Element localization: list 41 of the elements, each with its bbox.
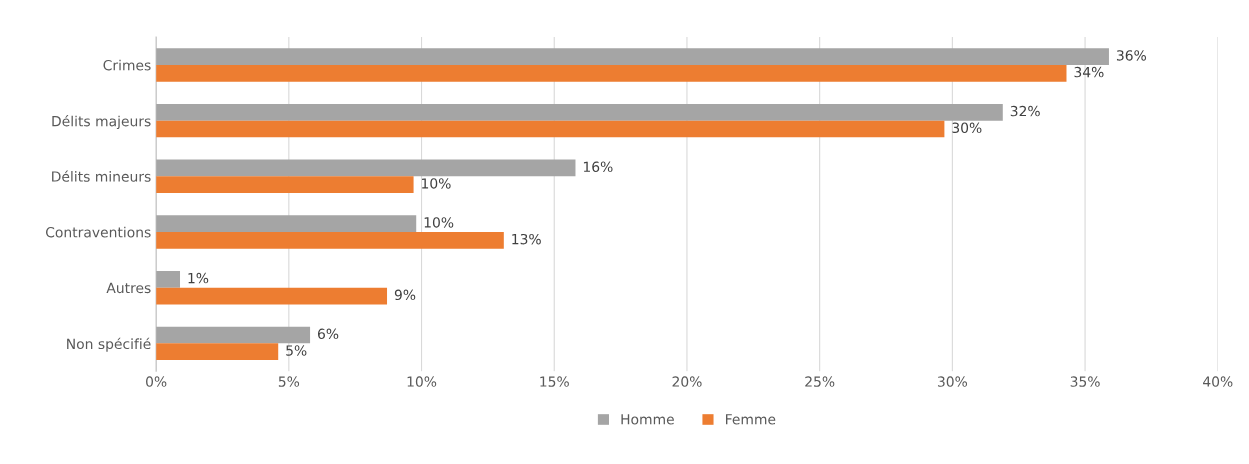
bar (156, 270, 181, 288)
data-label: 16% (583, 161, 613, 172)
data-label: 1% (188, 272, 209, 284)
x-tick-label: 25% (805, 376, 835, 387)
bar (156, 215, 417, 232)
y-tick-label: Crimes (103, 59, 151, 71)
x-tick-label: 0% (146, 376, 167, 387)
x-tick-label: 20% (672, 376, 702, 387)
bar (156, 64, 1067, 82)
bar (156, 287, 388, 305)
x-tick-label: 35% (1070, 376, 1100, 387)
y-tick-label: Délits mineurs (52, 170, 151, 182)
y-tick-label: Contraventions (45, 226, 151, 238)
legend-label: Homme (621, 414, 674, 425)
bar (156, 326, 311, 344)
bar (156, 343, 279, 361)
data-label: 6% (317, 328, 339, 340)
legend-label: Femme (726, 414, 776, 425)
bar (156, 103, 1003, 121)
data-label: 30% (952, 122, 982, 134)
data-label: 13% (512, 233, 541, 245)
data-label: 10% (422, 178, 451, 189)
x-tick-label: 10% (407, 376, 437, 387)
y-tick-label: Non spécifié (67, 337, 151, 352)
bar (156, 48, 1109, 65)
y-tick-label: Délits majeurs (52, 115, 151, 130)
x-tick-label: 15% (540, 376, 569, 387)
data-label: 36% (1116, 50, 1146, 61)
bar (156, 176, 414, 194)
y-tick-label: Autres (106, 282, 151, 294)
x-tick-label: 30% (937, 376, 968, 387)
bar (156, 120, 945, 138)
data-label: 9% (394, 289, 416, 301)
bar (156, 159, 576, 177)
data-label: 34% (1074, 66, 1104, 78)
data-label: 5% (286, 345, 307, 356)
data-label: 10% (424, 217, 454, 228)
x-tick-label: 40% (1203, 376, 1233, 387)
x-tick-label: 5% (278, 376, 300, 387)
bar (156, 232, 504, 249)
data-label: 32% (1010, 105, 1040, 117)
